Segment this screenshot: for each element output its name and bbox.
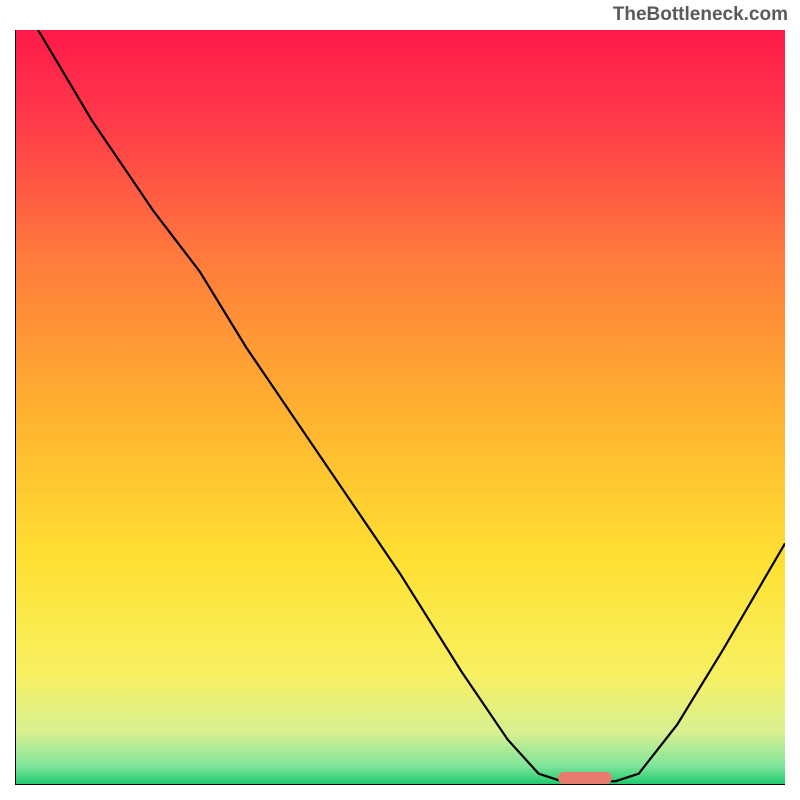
chart-optimal-marker [558, 772, 612, 784]
chart-curve [15, 30, 785, 785]
watermark-text: TheBottleneck.com [613, 4, 788, 26]
chart-plot-area [15, 30, 785, 785]
